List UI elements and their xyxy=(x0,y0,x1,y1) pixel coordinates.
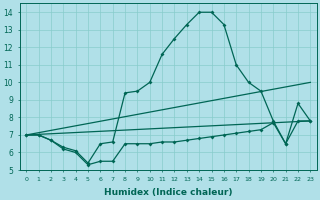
X-axis label: Humidex (Indice chaleur): Humidex (Indice chaleur) xyxy=(104,188,233,197)
